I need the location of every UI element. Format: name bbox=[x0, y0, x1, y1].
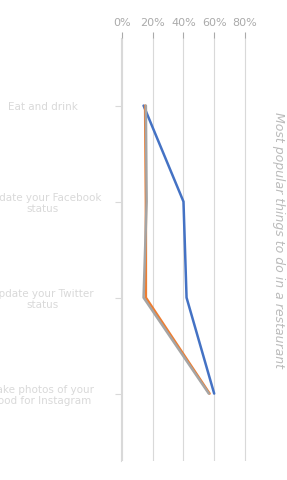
Text: Most popular things to do in a restaurant: Most popular things to do in a restauran… bbox=[272, 112, 285, 368]
